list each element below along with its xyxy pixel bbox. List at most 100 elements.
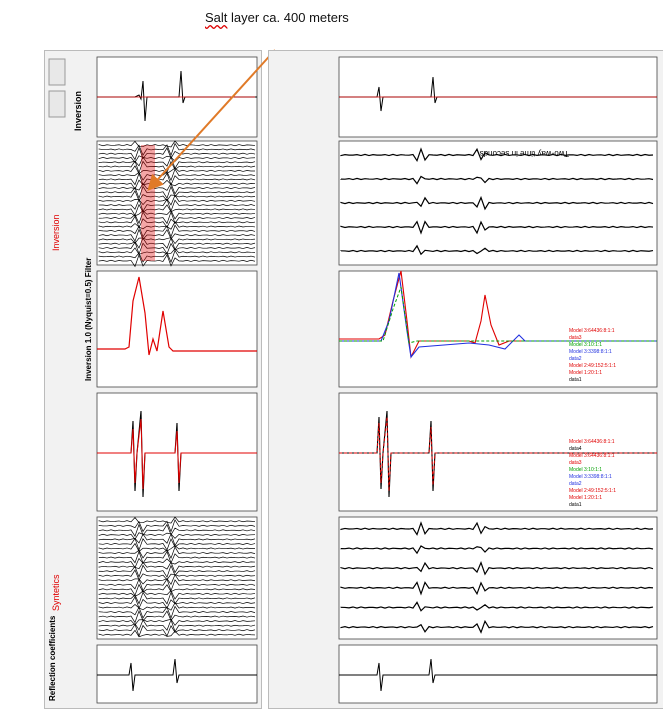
- wiggle-trace: [98, 602, 256, 611]
- wiggle-trace: [98, 596, 256, 610]
- right-section-wiggle: Two-way time in seconds: [338, 140, 658, 266]
- left-section-spikes: [96, 392, 258, 512]
- wiggle-trace: [98, 523, 256, 537]
- wiggle-trace: [340, 220, 654, 235]
- left-title-1: Inversion: [73, 91, 83, 131]
- wiggle-trace: [98, 249, 256, 264]
- wiggle-trace: [98, 589, 256, 600]
- wiggle-trace: [98, 215, 256, 229]
- left-inversion-window: Inversion Inversion Inversion 1.0 (Nyqui…: [44, 50, 262, 709]
- left-section-reflection: Reflection coefficients: [48, 615, 258, 704]
- wiggle-trace: [98, 142, 256, 157]
- wiggle-trace: [340, 521, 654, 536]
- caption-rest: layer ca. 400 meters: [227, 10, 349, 25]
- wiggle-trace: [98, 247, 256, 255]
- legend-entry: data1: [569, 502, 582, 508]
- wiggle-trace: [98, 561, 256, 574]
- wiggle-trace: [98, 605, 256, 620]
- salt-arrow: [147, 49, 276, 191]
- wiggle-trace: [340, 195, 654, 211]
- legend-entry: Model 3:3398:8:1:1: [569, 474, 612, 480]
- wiggle-trace: [98, 516, 256, 524]
- legend-entry: data1: [569, 377, 582, 383]
- legend-entry: Model 2:49:152:5:1:1: [569, 488, 616, 494]
- wiggle-trace: [98, 179, 256, 190]
- wiggle-trace: [98, 228, 256, 242]
- wiggle-trace: [98, 224, 256, 238]
- wiggle-trace: [98, 210, 256, 225]
- wiggle-trace: [340, 175, 654, 185]
- right-section-inversion: [338, 56, 658, 138]
- wiggle-trace: [98, 221, 256, 230]
- wiggle-trace: [98, 146, 256, 161]
- wiggle-trace: [98, 573, 256, 586]
- legend-entry: Model 2:49:152:5:1:1: [569, 363, 616, 369]
- legend-entry: Model 3:10:1:1: [569, 342, 602, 348]
- wiggle-trace: [98, 629, 256, 638]
- legend-entry: Model 3:10:1:1: [569, 467, 602, 473]
- wiggle-trace: [98, 168, 256, 182]
- wiggle-trace: [340, 244, 654, 256]
- wiggle-trace: [98, 583, 256, 597]
- legend-entry: Model 3:64436:8:1:1: [569, 439, 615, 445]
- left-title-3: Inversion 1.0 (Nyquist=0.5) Filter: [84, 258, 93, 381]
- legend-entry: Model 1:20:1:1: [569, 370, 602, 376]
- wiggle-trace: [98, 546, 256, 560]
- wiggle-trace: [340, 147, 654, 163]
- left-title-5: Syntetics: [51, 574, 61, 611]
- wiggle-trace: [340, 581, 654, 596]
- wiggle-trace: [98, 578, 256, 592]
- wiggle-trace: [98, 532, 256, 540]
- caption-salt: Salt: [205, 10, 228, 25]
- legend-entry: Model 3:3398:8:1:1: [569, 349, 612, 355]
- wiggle-trace: [98, 194, 256, 206]
- wiggle-trace: [98, 140, 256, 148]
- wiggle-trace: [98, 165, 256, 175]
- right-inversion-window: Two-way time in seconds data1 Model 1:20:…: [268, 50, 663, 709]
- legend-entry: data2: [569, 356, 582, 362]
- wiggle-trace: [98, 519, 256, 533]
- right-section-reflection: [338, 644, 658, 704]
- wiggle-trace: [98, 623, 256, 638]
- left-title-2: Inversion: [51, 214, 61, 251]
- legend-entry: Model 1:20:1:1: [569, 495, 602, 501]
- wiggle-trace: [98, 198, 256, 213]
- wiggle-trace: [98, 609, 256, 624]
- wiggle-trace: [340, 601, 654, 612]
- legend-entry: Model 3:64436:8:1:1: [569, 328, 615, 334]
- wiggle-trace: [98, 618, 256, 626]
- wiggle-trace: [340, 545, 654, 555]
- left-section-inversion: [96, 56, 258, 138]
- legend-entry: Model 3:64436:8:1:1: [569, 453, 615, 459]
- wiggle-trace: [98, 182, 256, 195]
- left-section-wiggle-1: Inversion: [51, 140, 258, 268]
- left-section-synthetics: Syntetics: [51, 516, 258, 640]
- left-section-filter: Inversion 1.0 (Nyquist=0.5) Filter: [84, 258, 258, 388]
- right-section-synthetics: [338, 516, 658, 640]
- wiggle-trace: [98, 185, 256, 200]
- legend-entry: data3: [569, 460, 582, 466]
- wiggle-trace: [98, 237, 256, 245]
- wiggle-trace: [98, 209, 256, 220]
- wiggle-trace: [98, 253, 256, 268]
- axis-title-1: Two-way time in seconds: [480, 149, 569, 158]
- wiggle-trace: [340, 560, 654, 576]
- wiggle-trace: [340, 619, 654, 634]
- left-panel-canvas: Inversion Inversion Inversion 1.0 (Nyqui…: [48, 56, 258, 704]
- legend-entry: data3: [569, 335, 582, 341]
- wiggle-trace: [98, 542, 256, 552]
- figure-caption: Salt layer ca. 400 meters: [205, 10, 349, 25]
- left-title-6: Reflection coefficients: [48, 615, 57, 701]
- left-controls-1: Inversion: [48, 58, 83, 131]
- wiggle-trace: [98, 203, 256, 217]
- wiggle-trace: [98, 172, 256, 186]
- wiggle-trace: [98, 557, 256, 569]
- legend-entry: data4: [569, 446, 582, 452]
- legend-entry: data2: [569, 481, 582, 487]
